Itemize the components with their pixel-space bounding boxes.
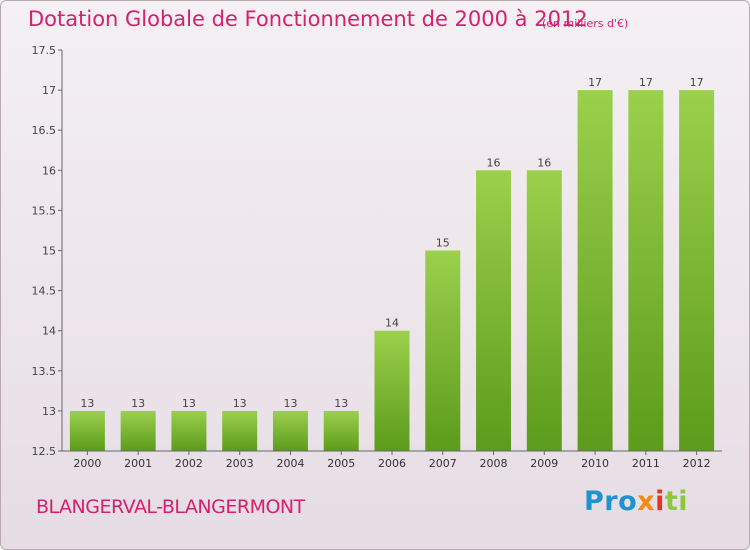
y-tick-label: 13: [42, 405, 56, 418]
x-tick-label: 2010: [581, 457, 609, 470]
bar-2007: [425, 250, 461, 451]
y-tick-label: 17.5: [32, 44, 57, 57]
chart-subtitle: (en milliers d'€): [542, 17, 629, 30]
data-labels: 13 13 13 13 13 13 14 15 16 16 17 17 17: [80, 76, 703, 410]
bars: [69, 90, 715, 452]
data-label: 17: [690, 76, 704, 89]
bar-2003: [222, 410, 258, 451]
y-tick-label: 17: [42, 84, 56, 97]
bar-2005: [323, 410, 359, 451]
data-label: 13: [233, 397, 247, 410]
x-tick-label: 2009: [530, 457, 558, 470]
logo-part: ti: [664, 486, 689, 517]
data-label: 13: [182, 397, 196, 410]
data-label: 14: [385, 317, 399, 330]
x-tick-label: 2008: [480, 457, 508, 470]
bar-2009: [526, 170, 562, 452]
x-tick-label: 2012: [683, 457, 711, 470]
x-tick-label: 2011: [632, 457, 660, 470]
data-label: 16: [537, 156, 551, 169]
bar-2004: [272, 410, 308, 451]
data-label: 17: [588, 76, 602, 89]
x-tick-label: 2007: [429, 457, 457, 470]
data-label: 13: [80, 397, 94, 410]
y-tick-label: 12.5: [32, 445, 57, 458]
logo-part: x: [637, 486, 656, 517]
y-tick-label: 15.5: [32, 204, 57, 217]
bar-2001: [120, 410, 156, 451]
bar-2008: [476, 170, 512, 452]
bar-2010: [577, 90, 613, 451]
y-tick-label: 14.5: [32, 285, 57, 298]
y-axis-ticks: 12.5 13 13.5 14 14.5 15 15.5 16 16.5 17 17.5: [32, 44, 62, 458]
logo-part: i: [655, 486, 665, 517]
x-tick-label: 2004: [276, 457, 304, 470]
y-tick-label: 16.5: [32, 124, 57, 137]
data-label: 15: [436, 237, 450, 250]
commune-name: BLANGERVAL-BLANGERMONT: [36, 496, 305, 518]
x-axis-ticks: 2000 2001 2002 2003 2004 2005 2006 2007 2008 2009…: [73, 451, 711, 470]
x-tick-label: 2003: [226, 457, 254, 470]
data-label: 13: [334, 397, 348, 410]
bar-2011: [628, 90, 664, 451]
x-tick-label: 2002: [175, 457, 203, 470]
x-tick-label: 2001: [124, 457, 152, 470]
y-tick-label: 15: [42, 245, 56, 258]
bar-2002: [171, 410, 207, 451]
bar-2006: [374, 330, 410, 451]
logo-part: Pro: [584, 486, 638, 517]
data-label: 13: [131, 397, 145, 410]
bar-2000: [69, 410, 105, 451]
y-tick-label: 14: [42, 325, 56, 338]
data-label: 13: [283, 397, 297, 410]
data-label: 16: [487, 156, 501, 169]
chart-title: Dotation Globale de Fonctionnement de 20…: [28, 7, 588, 31]
bar-2012: [679, 90, 715, 451]
x-tick-label: 2006: [378, 457, 406, 470]
x-tick-label: 2005: [327, 457, 355, 470]
y-tick-label: 13.5: [32, 365, 57, 378]
proxiti-logo: Proxiti: [584, 486, 688, 517]
y-tick-label: 16: [42, 164, 56, 177]
x-tick-label: 2000: [73, 457, 101, 470]
data-label: 17: [639, 76, 653, 89]
